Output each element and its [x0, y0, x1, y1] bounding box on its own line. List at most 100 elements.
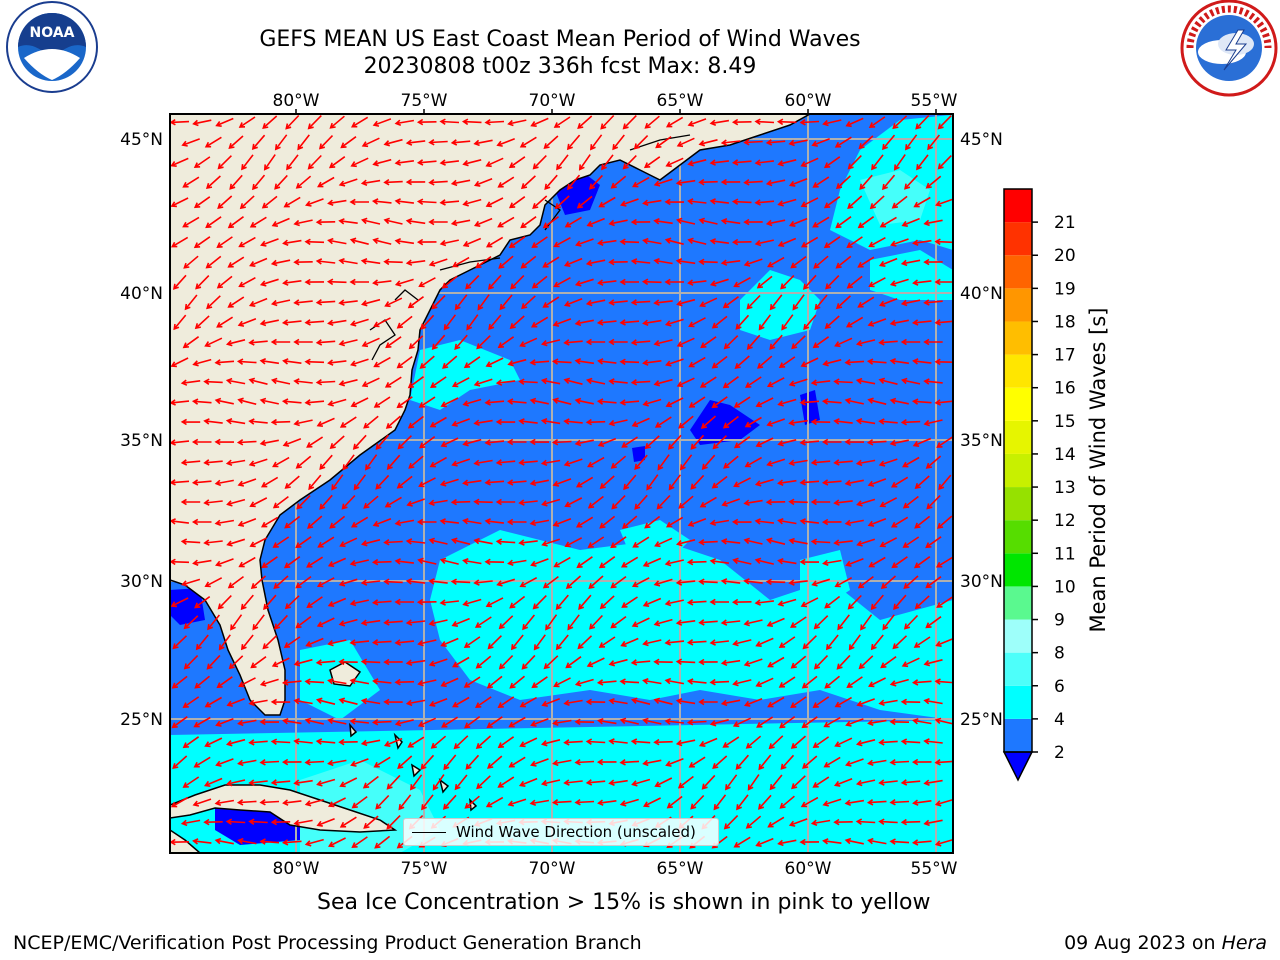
wind-wave-arrow	[259, 397, 279, 405]
wind-wave-arrow	[585, 779, 606, 786]
wind-wave-arrow	[765, 219, 786, 227]
wind-wave-arrow	[664, 599, 684, 607]
wind-wave-arrow	[788, 498, 808, 506]
wind-wave-arrow	[790, 616, 807, 628]
wind-wave-arrow	[416, 238, 437, 246]
wind-wave-arrow	[204, 337, 223, 348]
wind-wave-arrow	[743, 139, 763, 146]
wind-wave-arrow	[250, 656, 267, 669]
wind-wave-arrow	[722, 296, 739, 309]
wind-wave-arrow	[813, 655, 829, 670]
wind-wave-arrow	[574, 358, 595, 365]
wind-wave-arrow	[631, 417, 650, 428]
noaa-logo-text: NOAA	[30, 25, 75, 41]
wind-wave-arrow	[171, 675, 188, 689]
wind-wave-arrow	[236, 358, 257, 365]
wind-wave-arrow	[497, 336, 515, 349]
wind-wave-arrow	[833, 818, 853, 826]
wind-wave-arrow	[338, 257, 358, 265]
wind-wave-arrow	[475, 255, 492, 269]
lon-labels-bottom: 80°W 75°W 70°W 65°W 60°W 55°W	[273, 859, 958, 879]
wind-wave-arrow	[249, 216, 267, 228]
wind-wave-arrow	[519, 136, 537, 148]
wind-wave-arrow	[676, 377, 695, 388]
wind-wave-arrow	[406, 498, 425, 507]
wind-wave-arrow	[450, 578, 471, 586]
wind-wave-arrow	[205, 216, 222, 229]
wind-wave-arrow	[767, 696, 785, 708]
wind-wave-arrow	[349, 278, 369, 286]
wind-wave-arrow	[439, 599, 459, 606]
wind-wave-arrow	[642, 717, 662, 725]
wind-wave-arrow	[777, 517, 797, 525]
wind-wave-arrow	[283, 556, 301, 569]
wind-wave-arrow	[397, 755, 413, 770]
wind-wave-arrow	[420, 754, 435, 770]
wind-wave-arrow	[810, 459, 831, 466]
wind-wave-arrow	[555, 594, 569, 611]
wind-wave-arrow	[283, 636, 301, 648]
wind-wave-arrow	[450, 179, 471, 187]
wind-wave-arrow	[485, 157, 504, 168]
wind-wave-arrow	[363, 495, 379, 509]
wind-wave-arrow	[203, 378, 223, 385]
wind-wave-arrow	[205, 255, 222, 269]
wind-wave-arrow	[675, 658, 696, 666]
wind-wave-arrow	[868, 677, 886, 688]
wind-wave-arrow	[679, 454, 693, 471]
wind-wave-arrow	[338, 178, 358, 187]
wind-wave-arrow	[293, 658, 313, 667]
wind-wave-arrow	[192, 358, 212, 367]
wind-wave-arrow	[664, 677, 685, 685]
wind-wave-arrow	[530, 558, 549, 567]
wind-wave-arrow	[769, 774, 783, 791]
wind-wave-arrow	[586, 217, 605, 227]
wind-wave-arrow	[263, 154, 276, 171]
wind-wave-arrow	[720, 619, 741, 626]
wind-wave-arrow	[439, 478, 459, 487]
wind-wave-arrow	[195, 634, 209, 651]
wind-wave-arrow	[484, 399, 505, 406]
wind-wave-arrow	[644, 435, 660, 450]
wind-wave-arrow	[552, 719, 572, 727]
wind-wave-arrow	[215, 558, 234, 567]
wind-wave-arrow	[203, 777, 223, 787]
wind-wave-arrow	[520, 255, 537, 269]
wind-wave-arrow	[927, 134, 941, 151]
wind-wave-arrow	[585, 698, 606, 706]
wind-wave-arrow	[540, 339, 561, 347]
wind-wave-arrow	[575, 238, 594, 247]
wind-wave-arrow	[181, 578, 201, 587]
wind-wave-arrow	[608, 697, 628, 705]
wind-wave-arrow	[170, 236, 189, 248]
wind-wave-arrow	[585, 738, 606, 745]
wind-wave-arrow	[295, 615, 312, 629]
wind-wave-arrow	[675, 579, 696, 586]
wind-wave-arrow	[394, 678, 415, 686]
wind-wave-arrow	[733, 836, 751, 848]
wind-wave-arrow	[327, 359, 347, 366]
wind-wave-arrow	[180, 418, 201, 426]
wind-wave-arrow	[450, 139, 471, 146]
wind-wave-arrow	[686, 719, 707, 726]
wind-wave-arrow	[655, 136, 672, 149]
wind-wave-arrow	[204, 577, 223, 588]
wind-wave-arrow	[665, 758, 684, 767]
wind-wave-arrow	[304, 798, 324, 807]
wind-wave-arrow	[834, 576, 853, 588]
colorbar-ticks: 2 4 6 8 9 10 11 12 13 14 15 16 17 18 19 20 21	[1032, 213, 1076, 763]
wind-wave-arrow	[260, 238, 279, 247]
wind-wave-arrow	[274, 134, 288, 151]
wind-wave-arrow	[452, 696, 470, 708]
wind-wave-arrow	[743, 578, 763, 585]
wind-wave-arrow	[248, 339, 268, 346]
wind-wave-arrow	[251, 134, 266, 150]
wind-wave-arrow	[373, 756, 391, 768]
wind-wave-arrow	[385, 415, 402, 429]
wind-wave-arrow	[743, 258, 763, 267]
wind-wave-arrow	[585, 377, 606, 385]
wind-wave-arrow	[405, 139, 426, 146]
wind-wave-arrow	[788, 217, 808, 227]
wind-wave-arrow	[237, 478, 257, 487]
wind-wave-arrow	[678, 415, 694, 429]
